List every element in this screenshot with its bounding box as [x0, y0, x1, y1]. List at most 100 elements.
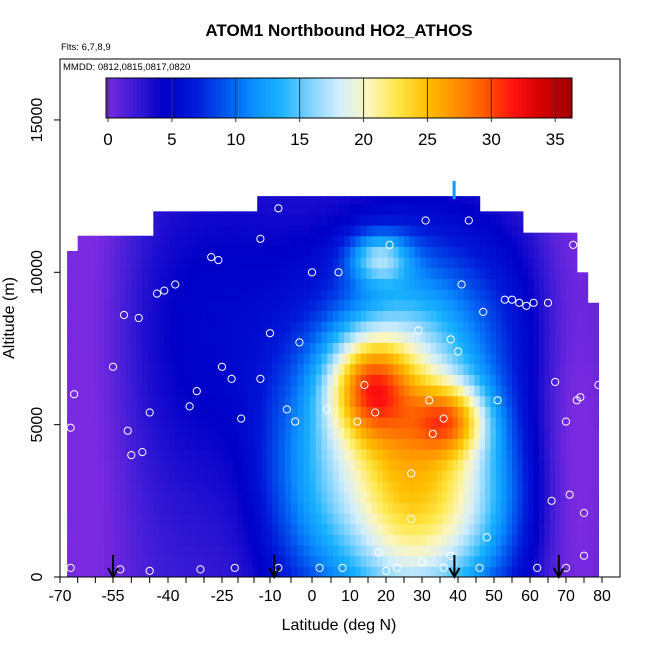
heatmap-cell — [517, 289, 524, 301]
heatmap-cell — [485, 246, 491, 258]
heatmap-cell — [522, 321, 529, 333]
heatmap-cell — [109, 470, 116, 482]
heatmap-cell — [338, 502, 345, 514]
heatmap-cell — [164, 225, 171, 237]
heatmap-cell — [436, 534, 443, 546]
heatmap-cell — [77, 331, 84, 343]
heatmap-cell — [67, 449, 73, 461]
heatmap-cell — [576, 374, 583, 386]
heatmap-cell — [272, 196, 279, 205]
heatmap-cell — [309, 449, 317, 461]
heatmap-cell — [377, 545, 383, 557]
heatmap-cell — [153, 342, 160, 354]
heatmap-cell — [153, 438, 160, 450]
heatmap-cell — [539, 481, 545, 493]
heatmap-cell — [398, 534, 405, 546]
heatmap-cell — [257, 310, 263, 322]
heatmap-cell — [371, 278, 378, 290]
heatmap-cell — [315, 395, 323, 407]
heatmap-cell — [228, 417, 234, 429]
observation-point — [554, 216, 563, 225]
heatmap-cell — [284, 278, 292, 290]
heatmap-cell — [332, 257, 340, 269]
colorbar-segment — [241, 78, 247, 118]
heatmap-cell — [582, 289, 589, 301]
heatmap-cell — [252, 406, 258, 418]
heatmap-cell — [436, 214, 443, 226]
heatmap-cell — [207, 257, 214, 269]
heatmap-cell — [377, 321, 383, 333]
heatmap-cell — [272, 406, 279, 418]
colorbar-segment — [490, 78, 495, 118]
x-tick-label: -40 — [156, 588, 179, 605]
heatmap-cell — [233, 406, 239, 418]
heatmap-cell — [327, 438, 334, 450]
heatmap-cell — [332, 331, 340, 343]
heatmap-cell — [571, 502, 578, 514]
heatmap-cell — [278, 523, 286, 535]
heatmap-cell — [409, 502, 416, 514]
heatmap-cell — [463, 523, 470, 535]
colorbar-segment — [272, 78, 278, 118]
heatmap-cell — [463, 513, 470, 525]
heatmap-cell — [593, 555, 599, 567]
heatmap-cell — [266, 310, 273, 322]
heatmap-cell — [284, 417, 292, 429]
heatmap-cell — [544, 299, 551, 311]
heatmap-cell — [539, 545, 545, 557]
heatmap-cell — [207, 321, 214, 333]
heatmap-cell — [196, 417, 203, 429]
heatmap-cell — [252, 491, 258, 503]
heatmap-cell — [153, 235, 160, 247]
heatmap-cell — [506, 289, 513, 301]
heatmap-cell — [501, 449, 508, 461]
heatmap-cell — [213, 555, 219, 567]
heatmap-cell — [479, 299, 486, 311]
heatmap-cell — [272, 374, 279, 386]
heatmap-cell — [332, 481, 340, 493]
heatmap-cell — [566, 545, 572, 557]
heatmap-cell — [398, 331, 405, 343]
heatmap-cell — [560, 321, 567, 333]
heatmap-cell — [468, 331, 475, 343]
heatmap-cell — [517, 374, 524, 386]
heatmap-cell — [522, 331, 529, 343]
heatmap-cell — [238, 385, 244, 397]
heatmap-cell — [560, 555, 567, 567]
heatmap-cell — [338, 385, 345, 397]
heatmap-cell — [164, 491, 171, 503]
heatmap-cell — [560, 289, 567, 301]
heatmap-cell — [72, 459, 79, 471]
heatmap-cell — [350, 459, 356, 471]
heatmap-cell — [207, 545, 214, 557]
heatmap-cell — [278, 257, 286, 269]
heatmap-cell — [125, 459, 132, 471]
heatmap-cell — [522, 267, 529, 279]
heatmap-cell — [533, 232, 540, 237]
heatmap-cell — [196, 211, 203, 215]
heatmap-cell — [104, 331, 111, 343]
observation-point — [576, 393, 585, 402]
heatmap-cell — [202, 257, 209, 269]
heatmap-cell — [468, 353, 475, 365]
heatmap-cell — [175, 331, 182, 343]
heatmap-cell — [82, 363, 89, 375]
heatmap-cell — [120, 534, 127, 546]
heatmap-cell — [169, 363, 176, 375]
heatmap-cell — [360, 534, 367, 546]
heatmap-cell — [501, 353, 508, 365]
heatmap-cell — [252, 374, 258, 386]
heatmap-cell — [247, 417, 253, 429]
heatmap-cell — [125, 438, 132, 450]
heatmap-cell — [164, 211, 171, 215]
heatmap-cell — [420, 449, 427, 461]
heatmap-cell — [77, 491, 84, 503]
colorbar-frame — [105, 77, 573, 119]
heatmap-cell — [207, 225, 214, 237]
heatmap-cell — [332, 310, 340, 322]
heatmap-cell — [153, 299, 160, 311]
heatmap-cell — [458, 545, 464, 557]
heatmap-cell — [485, 299, 491, 311]
heatmap-cell — [218, 555, 225, 567]
x-tick-label: 10 — [341, 588, 359, 605]
